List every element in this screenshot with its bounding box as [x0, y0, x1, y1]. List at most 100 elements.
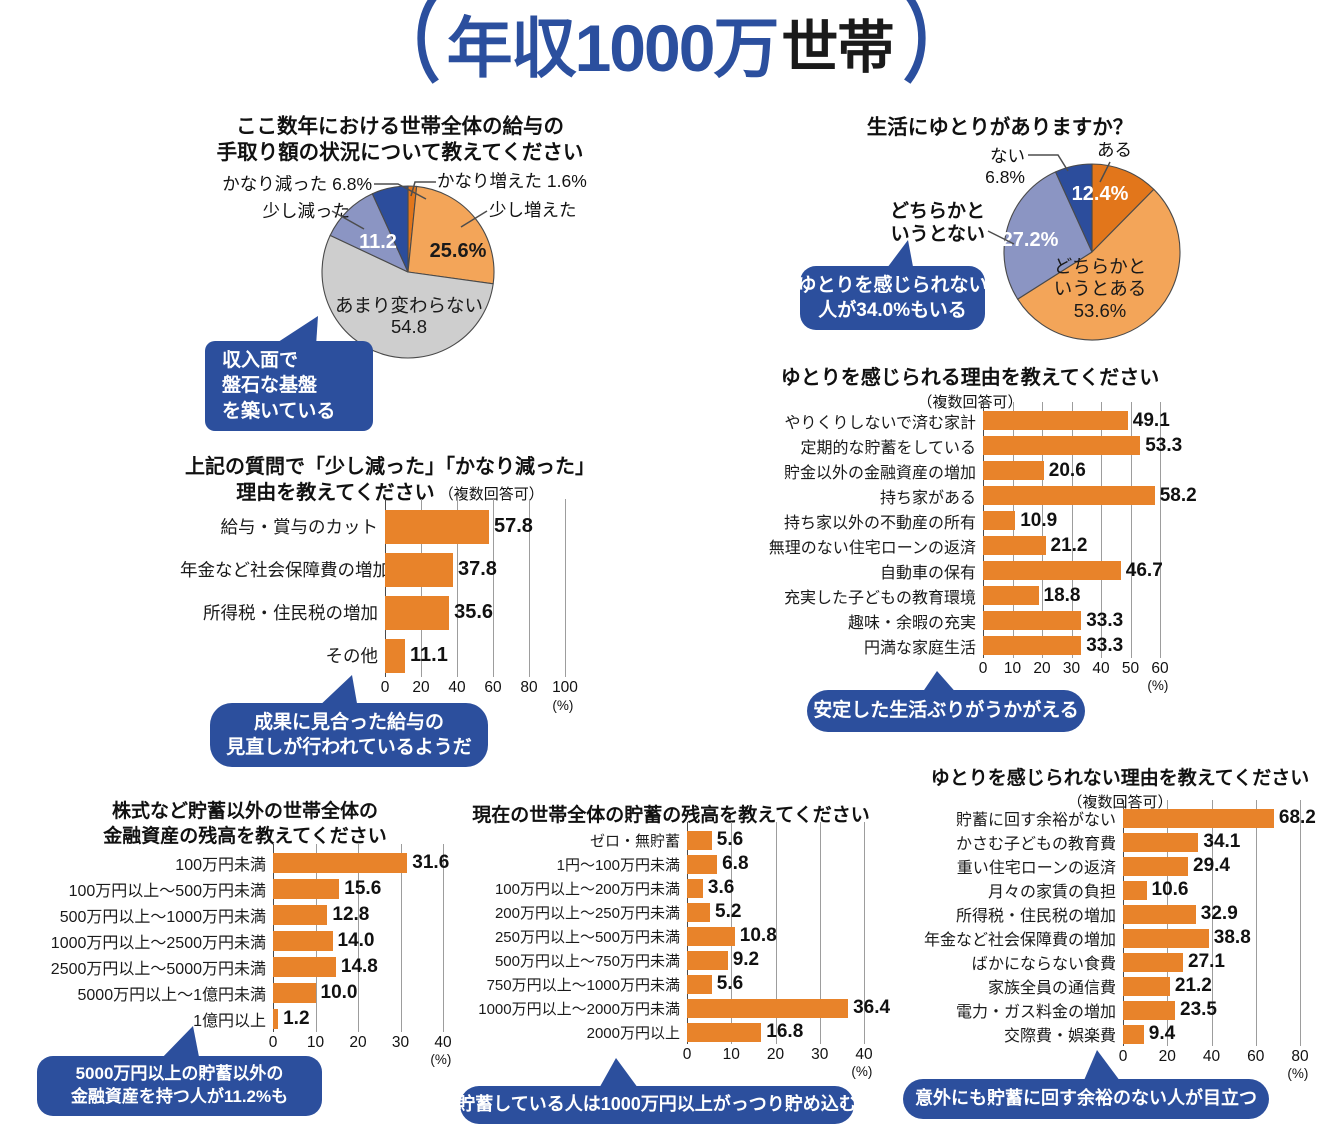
- bar: [983, 461, 1044, 480]
- bar-value: 9.2: [732, 949, 760, 970]
- bar-label: 1000万円以上～2500万円未満: [50, 935, 266, 952]
- pie2-label-rather-not-line1: どちらかと: [889, 201, 985, 222]
- axis-tick: 40: [434, 1034, 452, 1051]
- bar: [983, 536, 1046, 555]
- bar-value: 46.7: [1125, 559, 1163, 581]
- axis-tick: 40: [1202, 1048, 1221, 1065]
- bar: [1123, 976, 1170, 996]
- bar-label: 月々の家賃の負担: [987, 884, 1116, 901]
- axis-tick: 20: [1033, 660, 1051, 677]
- bar-label: 充実した子どもの教育環境: [783, 589, 976, 607]
- bar-label: 持ち家以外の不動産の所有: [783, 514, 976, 532]
- gridline: [775, 822, 777, 1044]
- pie2-value-12-4: 12.4%: [1071, 183, 1129, 205]
- bar: [983, 436, 1141, 455]
- chart3-title-line1: 上記の質問で「少し減った」「かなり減った」: [185, 456, 595, 478]
- axis-tick: 60: [484, 679, 502, 696]
- bar-value: 23.5: [1180, 999, 1217, 1020]
- bar: [983, 636, 1082, 655]
- callout-line: 人が34.0%もいる: [818, 300, 967, 321]
- axis-tick: 0: [682, 1046, 692, 1063]
- bar: [1123, 832, 1199, 852]
- bar-value: 31.6: [412, 852, 450, 873]
- bar: [1123, 1024, 1144, 1044]
- bar-value: 57.8: [494, 515, 533, 537]
- bar-row: 家族全員の通信費 21.2: [900, 974, 1300, 998]
- bar-value: 12.8: [332, 904, 370, 925]
- callout-savings-hoard: 貯蓄している人は1000万円以上がっつり貯め込む: [457, 1086, 857, 1124]
- chart5-title: 株式など貯蓄以外の世帯全体の 金融資産の残高を教えてください: [30, 799, 460, 849]
- callout-line: 安定した生活ぶりがうかがえる: [813, 700, 1079, 722]
- gridline: [1012, 402, 1014, 658]
- bar-label: 所得税・住民税の増加: [203, 603, 378, 623]
- callout-line: ゆとりを感じられない: [797, 274, 988, 296]
- bar-row: 趣味・余暇の充実 33.3: [740, 608, 1160, 633]
- bar-value: 58.2: [1159, 484, 1197, 506]
- callout-stable-life: 安定した生活ぶりがうかがえる: [807, 690, 1085, 732]
- bar-value: 21.2: [1050, 534, 1088, 556]
- bar-value: 49.1: [1132, 409, 1170, 431]
- bar-value: 18.8: [1043, 584, 1081, 606]
- pie2-value-6-8: 6.8%: [985, 167, 1025, 187]
- pie1-label-increased-little: 少し増えた: [489, 200, 577, 220]
- bar-row: 円満な家庭生活 33.3: [740, 633, 1160, 658]
- bar-value: 1.2: [283, 1008, 310, 1029]
- gridline: [1160, 402, 1161, 658]
- callout-line: 盤石な基盤: [222, 375, 318, 397]
- axis-tick: 0: [380, 679, 390, 696]
- bar-value: 15.6: [344, 878, 382, 899]
- axis-tick: 20: [349, 1034, 367, 1051]
- bar-chart-savings-balance: 現在の世帯全体の貯蓄の残高を教えてください ゼロ・無貯蓄 5.6 1円～100万円未…: [455, 795, 890, 1079]
- bar-row: 持ち家以外の不動産の所有 10.9: [740, 508, 1160, 533]
- gridline: [983, 402, 984, 658]
- bar-row: かさむ子どもの教育費 34.1: [900, 830, 1300, 854]
- bar-label: 貯金以外の金融資産の増加: [783, 464, 976, 482]
- gridline: [819, 822, 821, 1044]
- pie1-title-line2: 手取り額の状況について教えてください: [216, 141, 584, 165]
- gridline: [1130, 402, 1132, 658]
- bar-value: 38.8: [1213, 927, 1251, 948]
- chart4-axis-unit: (%): [1147, 678, 1169, 693]
- bar-row: 2000万円以上 16.8: [455, 1020, 864, 1044]
- pie2-label-rather-not-line2: いうとない: [890, 224, 985, 245]
- pie-slice: [321, 234, 494, 359]
- bar-row: 給与・賞与のカット 57.8: [180, 505, 565, 548]
- chart4-bars-area: やりくりしないで済む家計 49.1 定期的な貯蓄をしている 53.3 貯金以外の金融資産…: [740, 402, 1197, 658]
- pie-slice: [1091, 163, 1155, 253]
- bar: [273, 905, 328, 925]
- callout-salary-review: 成果に見合った給与の 見直しが行われているようだ: [210, 703, 488, 767]
- bar-row: 自動車の保有 46.7: [740, 558, 1163, 583]
- bar: [385, 595, 450, 630]
- bar-row: 持ち家がある 58.2: [740, 483, 1197, 508]
- bar: [273, 931, 333, 951]
- bar-label: 100万円未満: [175, 857, 266, 874]
- bar-value: 5.2: [715, 901, 742, 922]
- bar-value: 10.6: [1151, 879, 1189, 900]
- bar-label: 持ち家がある: [879, 489, 976, 507]
- bar: [687, 878, 703, 898]
- bar-value: 21.2: [1174, 975, 1212, 996]
- bar-label: 100万円以上～200万円未満: [494, 880, 680, 898]
- bar-row: その他 11.1: [180, 634, 565, 677]
- gridline: [1300, 800, 1301, 1046]
- axis-tick: 80: [520, 679, 538, 696]
- chart3-title: 上記の質問で「少し減った」「かなり減った」 理由を教えてください （複数回答可）: [180, 454, 600, 506]
- axis-tick: 30: [1062, 660, 1081, 677]
- bar: [687, 902, 710, 922]
- bar-row: 定期的な貯蓄をしている 53.3: [740, 433, 1182, 458]
- bar-label: 交際費・娯楽費: [1003, 1028, 1116, 1045]
- bar-row: ばかにならない食費 27.1: [900, 950, 1300, 974]
- bar-row: 500万円以上～1000万円未満 12.8: [30, 902, 443, 928]
- bar-chart-decrease-reasons: 上記の質問で「少し減った」「かなり減った」 理由を教えてください （複数回答可） …: [180, 448, 600, 713]
- bar-row: 1000万円以上～2500万円未満 14.0: [30, 928, 443, 954]
- chart6-title: 現在の世帯全体の貯蓄の残高を教えてください: [472, 805, 870, 826]
- pie1-label-decreased-little: 少し減った: [262, 201, 351, 221]
- bar: [273, 983, 316, 1003]
- chart6-axis-unit: (%): [851, 1064, 873, 1079]
- bar-label: 自動車の保有: [879, 564, 976, 582]
- bar-value: 14.8: [340, 956, 378, 977]
- bar-value: 11.1: [410, 644, 448, 666]
- bar-value: 35.6: [454, 601, 494, 623]
- chart4-title: ゆとりを感じられる理由を教えてください: [780, 367, 1160, 389]
- bar-label: 2500万円以上～5000万円未満: [50, 961, 266, 978]
